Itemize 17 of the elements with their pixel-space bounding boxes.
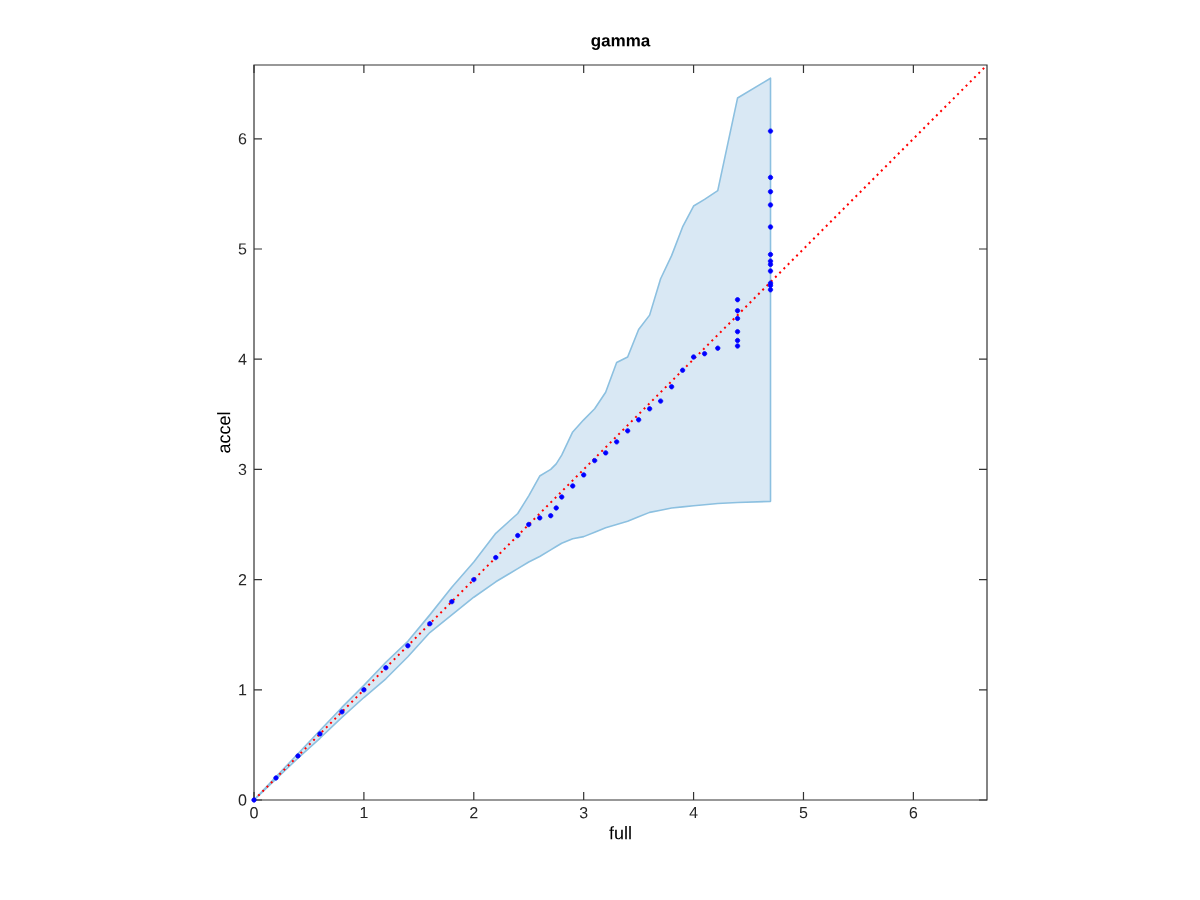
x-tick-label: 6 bbox=[909, 807, 918, 819]
y-axis-title: accel bbox=[217, 412, 231, 453]
y-tick-label: 1 bbox=[239, 684, 247, 696]
y-tick-label: 3 bbox=[238, 463, 247, 476]
x-tick-label: 2 bbox=[470, 807, 478, 819]
x-tick-label: 4 bbox=[689, 807, 698, 819]
y-tick-label: 5 bbox=[238, 243, 247, 255]
y-tick-label: 6 bbox=[238, 133, 247, 145]
x-tick-label: 5 bbox=[799, 807, 808, 819]
x-tick-label: 3 bbox=[579, 807, 588, 819]
x-axis-title: full bbox=[609, 826, 631, 840]
x-tick-label: 1 bbox=[360, 807, 368, 819]
y-tick-label: 4 bbox=[238, 353, 247, 365]
x-tick-label: 0 bbox=[250, 807, 258, 819]
chart-title: gamma bbox=[591, 37, 651, 50]
y-tick-label: 2 bbox=[238, 574, 247, 586]
y-tick-label: 0 bbox=[238, 794, 247, 806]
